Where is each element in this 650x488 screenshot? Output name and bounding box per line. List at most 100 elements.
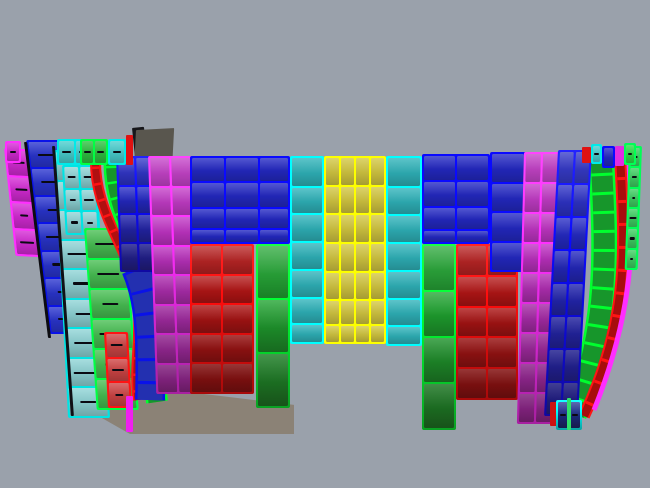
- panel-cap-red-sliver[interactable]: [126, 135, 133, 165]
- plate-tile[interactable]: [424, 246, 454, 290]
- plate-tile[interactable]: [547, 350, 564, 381]
- panel-cap-cyan-b[interactable]: [108, 139, 126, 165]
- plate-tile[interactable]: [110, 141, 124, 163]
- band-right-red-band[interactable]: [578, 153, 630, 419]
- plate-tile[interactable]: [258, 300, 288, 352]
- plate-tile[interactable]: [388, 272, 420, 299]
- plate-tile[interactable]: [424, 338, 454, 382]
- plate-tile[interactable]: [341, 158, 354, 185]
- plate-tile[interactable]: [192, 246, 221, 274]
- plate-tile[interactable]: [492, 213, 524, 241]
- plate-tile[interactable]: [388, 326, 420, 344]
- plate-tile[interactable]: [572, 185, 589, 216]
- plate-tile[interactable]: [356, 325, 369, 342]
- plate-tile[interactable]: [292, 243, 322, 269]
- plate-tile[interactable]: [520, 334, 537, 362]
- plate-tile[interactable]: [356, 272, 369, 300]
- panel-cyan-column-right[interactable]: [386, 156, 422, 346]
- band-right-green-band[interactable]: [561, 153, 618, 419]
- plate-tile[interactable]: [558, 402, 568, 428]
- plate-tile[interactable]: [192, 334, 221, 363]
- plate-tile[interactable]: [192, 364, 221, 392]
- plate-tile[interactable]: [488, 276, 516, 306]
- plate-tile[interactable]: [523, 214, 540, 242]
- plate-tile[interactable]: [223, 275, 252, 304]
- plate-tile[interactable]: [153, 246, 174, 274]
- plate-tile[interactable]: [341, 301, 354, 324]
- plate-tile[interactable]: [458, 276, 486, 306]
- panel-cyan-column-left[interactable]: [290, 156, 324, 344]
- plate-tile[interactable]: [388, 158, 420, 186]
- plate-tile[interactable]: [424, 208, 455, 229]
- panel-appendage-red[interactable]: [550, 402, 558, 426]
- plate-tile[interactable]: [551, 284, 567, 315]
- plate-tile[interactable]: [563, 350, 580, 381]
- panel-cap-right-blue[interactable]: [602, 146, 615, 168]
- plate-tile[interactable]: [171, 158, 192, 186]
- panel-yellow-grid[interactable]: [324, 156, 386, 344]
- plate-tile[interactable]: [341, 215, 354, 242]
- panel-cap-magenta[interactable]: [5, 141, 21, 163]
- plate-tile[interactable]: [424, 182, 455, 206]
- plate-tile[interactable]: [458, 369, 486, 398]
- plate-tile[interactable]: [458, 246, 486, 275]
- plate-tile[interactable]: [522, 244, 539, 272]
- panel-magenta-sliver-bottom-left[interactable]: [126, 396, 133, 432]
- plate-tile[interactable]: [260, 229, 288, 242]
- plate-tile[interactable]: [626, 249, 637, 268]
- plate-tile[interactable]: [522, 274, 538, 302]
- plate-tile[interactable]: [157, 364, 178, 392]
- plate-tile[interactable]: [226, 183, 259, 207]
- plate-tile[interactable]: [626, 145, 634, 163]
- plate-tile[interactable]: [628, 209, 638, 228]
- plate-tile[interactable]: [292, 158, 322, 186]
- plate-tile[interactable]: [326, 158, 339, 185]
- plate-tile[interactable]: [95, 141, 106, 163]
- plate-tile[interactable]: [388, 215, 420, 243]
- plate-tile[interactable]: [326, 325, 339, 342]
- plate-tile[interactable]: [226, 158, 259, 182]
- plate-tile[interactable]: [457, 182, 488, 206]
- plate-tile[interactable]: [192, 208, 225, 228]
- plate-tile[interactable]: [260, 158, 288, 182]
- plate-tile[interactable]: [371, 325, 384, 342]
- panel-red-grid-left[interactable]: [190, 244, 254, 394]
- plate-tile[interactable]: [371, 272, 384, 300]
- panel-cap-right-red[interactable]: [582, 147, 591, 163]
- plate-tile[interactable]: [260, 208, 288, 228]
- panel-blue-tiles-mid[interactable]: [422, 154, 490, 244]
- plate-tile[interactable]: [356, 301, 369, 324]
- plate-tile[interactable]: [260, 183, 288, 207]
- panel-green-leg-left[interactable]: [256, 244, 290, 408]
- panel-red-grid-right[interactable]: [456, 244, 518, 400]
- plate-tile[interactable]: [150, 158, 171, 186]
- panel-blue-tiles-left[interactable]: [190, 156, 290, 244]
- plate-tile[interactable]: [223, 364, 252, 392]
- plate-tile[interactable]: [629, 168, 640, 187]
- panel-green-leg-right[interactable]: [422, 244, 456, 430]
- plate-tile[interactable]: [292, 215, 322, 242]
- plate-tile[interactable]: [556, 185, 573, 216]
- plate-tile[interactable]: [7, 143, 19, 161]
- plate-tile[interactable]: [553, 251, 569, 282]
- plate-tile[interactable]: [519, 364, 536, 392]
- plate-tile[interactable]: [258, 246, 288, 298]
- plate-tile[interactable]: [604, 148, 613, 166]
- plate-tile[interactable]: [258, 354, 288, 406]
- plate-tile[interactable]: [424, 230, 455, 242]
- plate-tile[interactable]: [121, 243, 138, 270]
- plate-tile[interactable]: [155, 305, 176, 333]
- plate-tile[interactable]: [356, 243, 369, 271]
- plate-tile[interactable]: [356, 186, 369, 214]
- plate-tile[interactable]: [341, 325, 354, 342]
- plate-tile[interactable]: [226, 208, 259, 228]
- plate-tile[interactable]: [558, 152, 574, 183]
- plate-tile[interactable]: [549, 317, 566, 348]
- panel-cap-right-magenta[interactable]: [615, 146, 624, 166]
- plate-tile[interactable]: [457, 208, 488, 229]
- plate-tile[interactable]: [156, 335, 177, 363]
- plate-tile[interactable]: [119, 186, 136, 213]
- plate-tile[interactable]: [82, 141, 93, 163]
- plate-tile[interactable]: [570, 402, 580, 428]
